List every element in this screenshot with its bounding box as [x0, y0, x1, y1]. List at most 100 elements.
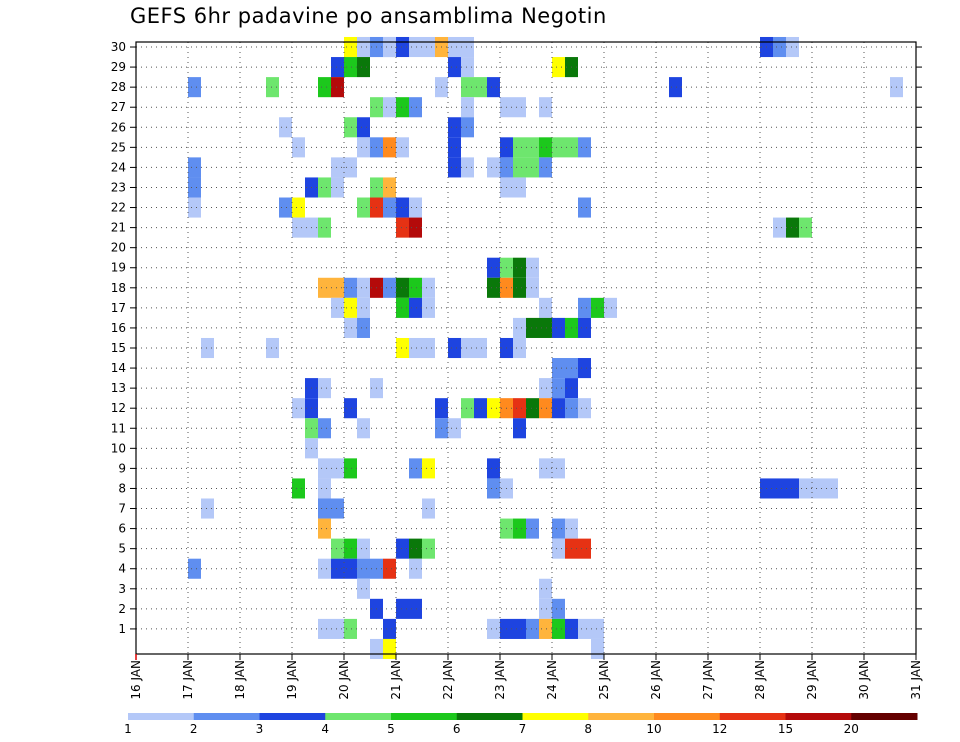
colorbar-label: 7: [519, 722, 527, 736]
x-tick-label: 28 JAN: [753, 660, 767, 700]
colorbar-label: 3: [256, 722, 264, 736]
heatmap-cell: [266, 337, 279, 359]
heatmap-cell: [448, 117, 461, 138]
x-tick-label: 17 JAN: [181, 660, 195, 700]
colorbar-label: 5: [387, 722, 395, 736]
heatmap-cell: [409, 97, 422, 118]
heatmap-cell: [552, 317, 565, 338]
heatmap-cell: [292, 197, 305, 218]
heatmap-cell: [279, 197, 292, 218]
colorbar-swatch: [456, 713, 523, 720]
heatmap-cell: [669, 77, 682, 98]
heatmap-cell: [760, 478, 799, 499]
y-tick-label: 5: [118, 542, 126, 556]
heatmap-cell: [578, 297, 591, 318]
heatmap-cell: [513, 257, 526, 278]
heatmap-cell: [487, 478, 500, 499]
heatmap-cell: [318, 518, 331, 539]
heatmap-cell: [357, 558, 383, 579]
heatmap-cell: [461, 337, 487, 359]
colorbar-label: 12: [712, 722, 727, 736]
y-tick-label: 11: [111, 421, 126, 435]
heatmap-cell: [461, 97, 474, 118]
heatmap-cell: [344, 538, 357, 559]
x-tick-label: 23 JAN: [493, 660, 507, 700]
heatmap-cell: [578, 398, 591, 419]
y-tick-label: 26: [111, 120, 126, 134]
y-tick-label: 16: [111, 321, 126, 335]
x-tick-label: 18 JAN: [233, 660, 247, 700]
y-tick-label: 17: [111, 301, 126, 315]
heatmap-cell: [448, 418, 461, 439]
heatmap-cell: [331, 538, 344, 559]
chart-title: GEFS 6hr padavine po ansamblima Negotin: [130, 4, 607, 28]
heatmap-cell: [591, 297, 604, 318]
heatmap-cell: [396, 36, 409, 58]
heatmap-cell: [396, 277, 409, 298]
x-tick-label: 24 JAN: [545, 660, 559, 700]
heatmap-cell: [513, 337, 526, 359]
heatmap-cell: [552, 598, 565, 619]
y-tick-label: 27: [111, 100, 126, 114]
colorbar-label: 1: [124, 722, 132, 736]
heatmap-cell: [552, 57, 565, 78]
colorbar-swatch: [391, 713, 458, 720]
heatmap-cell: [513, 277, 526, 298]
heatmap-cell: [565, 538, 591, 559]
heatmap-cell: [513, 518, 526, 539]
y-axis-tick-labels: 1234567891011121314151617181920212223242…: [111, 40, 126, 636]
colorbar-label: 2: [190, 722, 198, 736]
heatmap-cell: [357, 418, 370, 439]
heatmap-cell: [422, 458, 435, 479]
heatmap-cell: [344, 277, 357, 298]
y-tick-label: 28: [111, 80, 126, 94]
heatmap-cell: [487, 77, 500, 98]
heatmap-cell: [539, 378, 552, 399]
heatmap-cell: [578, 197, 591, 218]
heatmap-cell: [344, 57, 357, 78]
heatmap-cell: [357, 578, 370, 599]
y-tick-label: 6: [118, 522, 126, 536]
heatmap-cell: [552, 538, 565, 559]
heatmap-cell: [344, 398, 357, 419]
heatmap-cell: [799, 478, 838, 499]
y-tick-label: 13: [111, 381, 126, 395]
heatmap-cell: [357, 277, 370, 298]
heatmap-cell: [344, 618, 357, 639]
y-tick-label: 9: [118, 461, 126, 475]
heatmap-cell: [487, 458, 500, 479]
y-tick-label: 19: [111, 261, 126, 275]
colorbar-swatch: [719, 713, 786, 720]
heatmap-cell: [604, 297, 617, 318]
heatmap-cell: [448, 337, 461, 359]
heatmap-cell: [357, 317, 370, 338]
heatmap-cells: [188, 36, 903, 660]
heatmap-cell: [383, 197, 396, 218]
colorbar-swatch: [128, 713, 195, 720]
colorbar-swatch: [522, 713, 589, 720]
x-tick-label: 22 JAN: [441, 660, 455, 700]
heatmap-cell: [344, 317, 357, 338]
x-tick-label: 16 JAN: [129, 660, 143, 700]
heatmap-cell: [266, 77, 279, 98]
heatmap-cell: [318, 177, 331, 198]
colorbar-swatch: [851, 713, 918, 720]
heatmap-cell: [188, 157, 201, 178]
colorbar-label: 10: [646, 722, 661, 736]
heatmap-cell: [500, 177, 526, 198]
heatmap-cell: [318, 478, 331, 499]
heatmap-cell: [461, 57, 474, 78]
heatmap-cell: [409, 538, 422, 559]
heatmap-cell: [292, 478, 305, 499]
y-tick-label: 29: [111, 60, 126, 74]
heatmap-cell: [318, 558, 331, 579]
heatmap-cell: [786, 36, 799, 58]
heatmap-cell: [539, 618, 552, 639]
heatmap-cell: [487, 618, 500, 639]
heatmap-cell: [526, 618, 539, 639]
heatmap-cell: [773, 36, 786, 58]
heatmap-cell: [188, 197, 201, 218]
y-tick-label: 3: [118, 582, 126, 596]
heatmap-cell: [331, 558, 357, 579]
